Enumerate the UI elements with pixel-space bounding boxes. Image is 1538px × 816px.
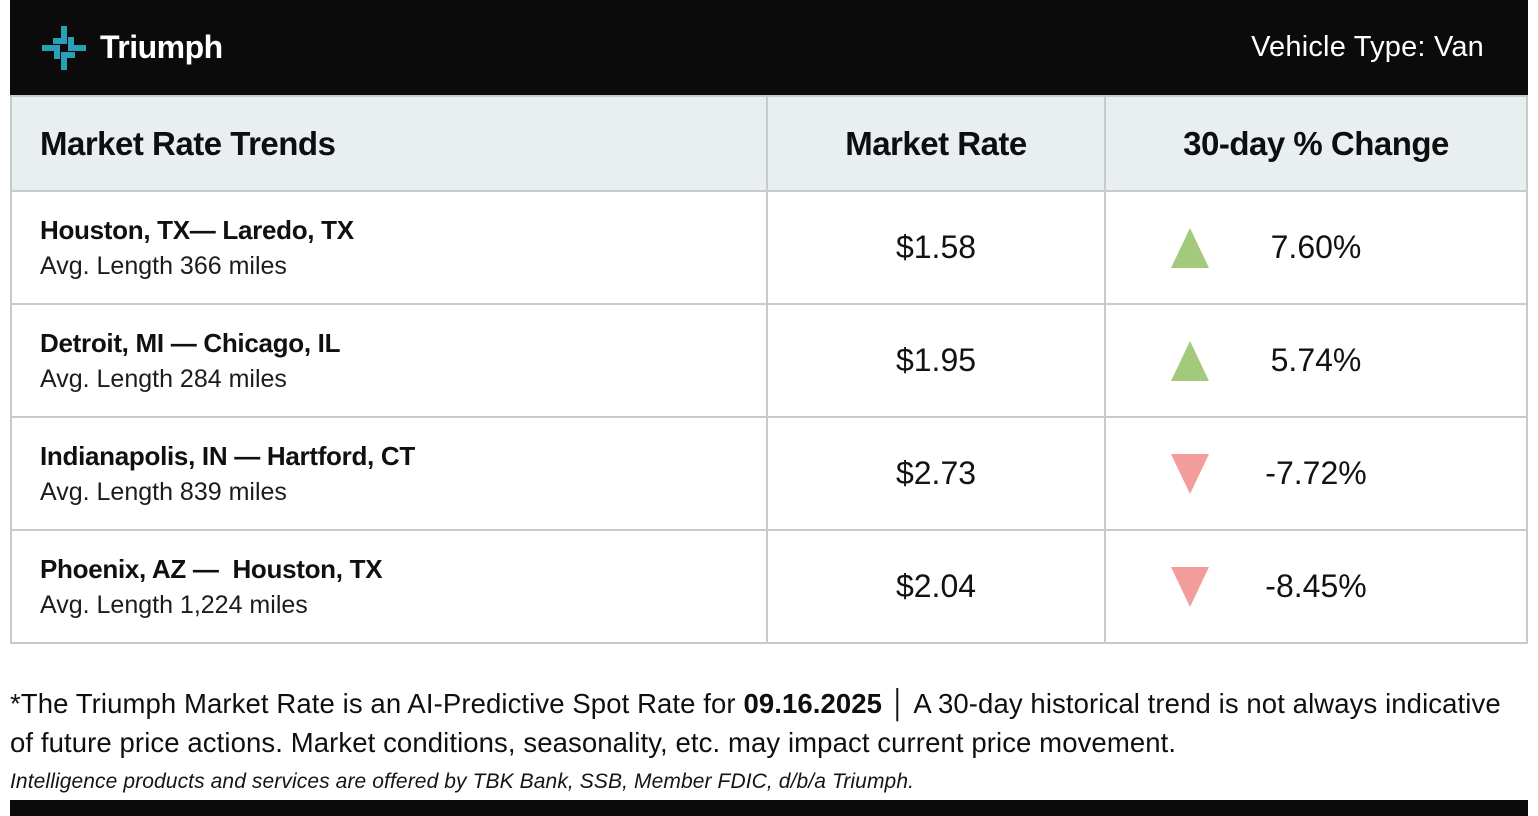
change-value: 7.60% <box>1270 229 1362 265</box>
footnote-text: *The Triumph Market Rate is an AI-Predic… <box>10 684 1522 762</box>
lane-cell: Houston, TX— Laredo, TX Avg. Length 366 … <box>12 192 768 303</box>
footnote-prefix: *The Triumph Market Rate is an AI-Predic… <box>10 688 744 719</box>
column-header-market-rate: Market Rate <box>768 97 1106 190</box>
lane-cell: Phoenix, AZ — Houston, TX Avg. Length 1,… <box>12 531 768 642</box>
table-row: Houston, TX— Laredo, TX Avg. Length 366 … <box>12 190 1526 303</box>
brand-name: Triumph <box>100 29 223 65</box>
column-header-trends: Market Rate Trends <box>12 97 768 190</box>
top-header-bar: Triumph Vehicle Type: Van <box>10 0 1528 95</box>
vehicle-type-label: Vehicle Type: Van <box>1251 31 1484 63</box>
lane-name: Houston, TX— Laredo, TX <box>40 214 354 245</box>
market-rate-value: $2.73 <box>768 418 1106 529</box>
up-triangle-icon <box>1171 340 1209 381</box>
change-cell: 7.60% <box>1106 192 1526 303</box>
change-value: -7.72% <box>1265 455 1367 491</box>
change-cell: 5.74% <box>1106 305 1526 416</box>
table-header-row: Market Rate Trends Market Rate 30-day % … <box>12 97 1526 190</box>
table-row: Phoenix, AZ — Houston, TX Avg. Length 1,… <box>12 529 1526 642</box>
table-row: Detroit, MI — Chicago, IL Avg. Length 28… <box>12 303 1526 416</box>
separator-bar: │ <box>882 688 914 719</box>
lane-cell: Indianapolis, IN — Hartford, CT Avg. Len… <box>12 418 768 529</box>
triumph-cross-icon <box>42 25 86 70</box>
market-rate-value: $1.58 <box>768 192 1106 303</box>
bottom-footer-bar <box>10 800 1528 816</box>
market-rate-table: Market Rate Trends Market Rate 30-day % … <box>10 95 1528 644</box>
column-header-change: 30-day % Change <box>1183 124 1449 162</box>
change-value: 5.74% <box>1270 342 1362 378</box>
down-triangle-icon <box>1171 453 1209 494</box>
fdic-disclaimer: Intelligence products and services are o… <box>10 770 915 793</box>
lane-avg-length: Avg. Length 1,224 miles <box>40 590 308 619</box>
lane-cell: Detroit, MI — Chicago, IL Avg. Length 28… <box>12 305 768 416</box>
change-value: -8.45% <box>1265 568 1367 604</box>
lane-name: Detroit, MI — Chicago, IL <box>40 327 341 358</box>
lane-avg-length: Avg. Length 839 miles <box>40 477 287 506</box>
lane-name: Indianapolis, IN — Hartford, CT <box>40 440 415 471</box>
table-row: Indianapolis, IN — Hartford, CT Avg. Len… <box>12 416 1526 529</box>
down-triangle-icon <box>1171 566 1209 607</box>
lane-avg-length: Avg. Length 284 miles <box>40 364 287 393</box>
report-card: Triumph Vehicle Type: Van Market Rate Tr… <box>10 0 1528 644</box>
market-rate-value: $2.04 <box>768 531 1106 642</box>
change-cell: -7.72% <box>1106 418 1526 529</box>
brand-logo: Triumph <box>40 24 223 72</box>
lane-name: Phoenix, AZ — Houston, TX <box>40 553 383 584</box>
lane-avg-length: Avg. Length 366 miles <box>40 251 287 280</box>
footnote-suffix: A 30-day historical trend is not always … <box>10 688 1501 758</box>
up-triangle-icon <box>1171 227 1209 268</box>
change-cell: -8.45% <box>1106 531 1526 642</box>
footnote-date: 09.16.2025 <box>743 688 883 719</box>
market-rate-value: $1.95 <box>768 305 1106 416</box>
